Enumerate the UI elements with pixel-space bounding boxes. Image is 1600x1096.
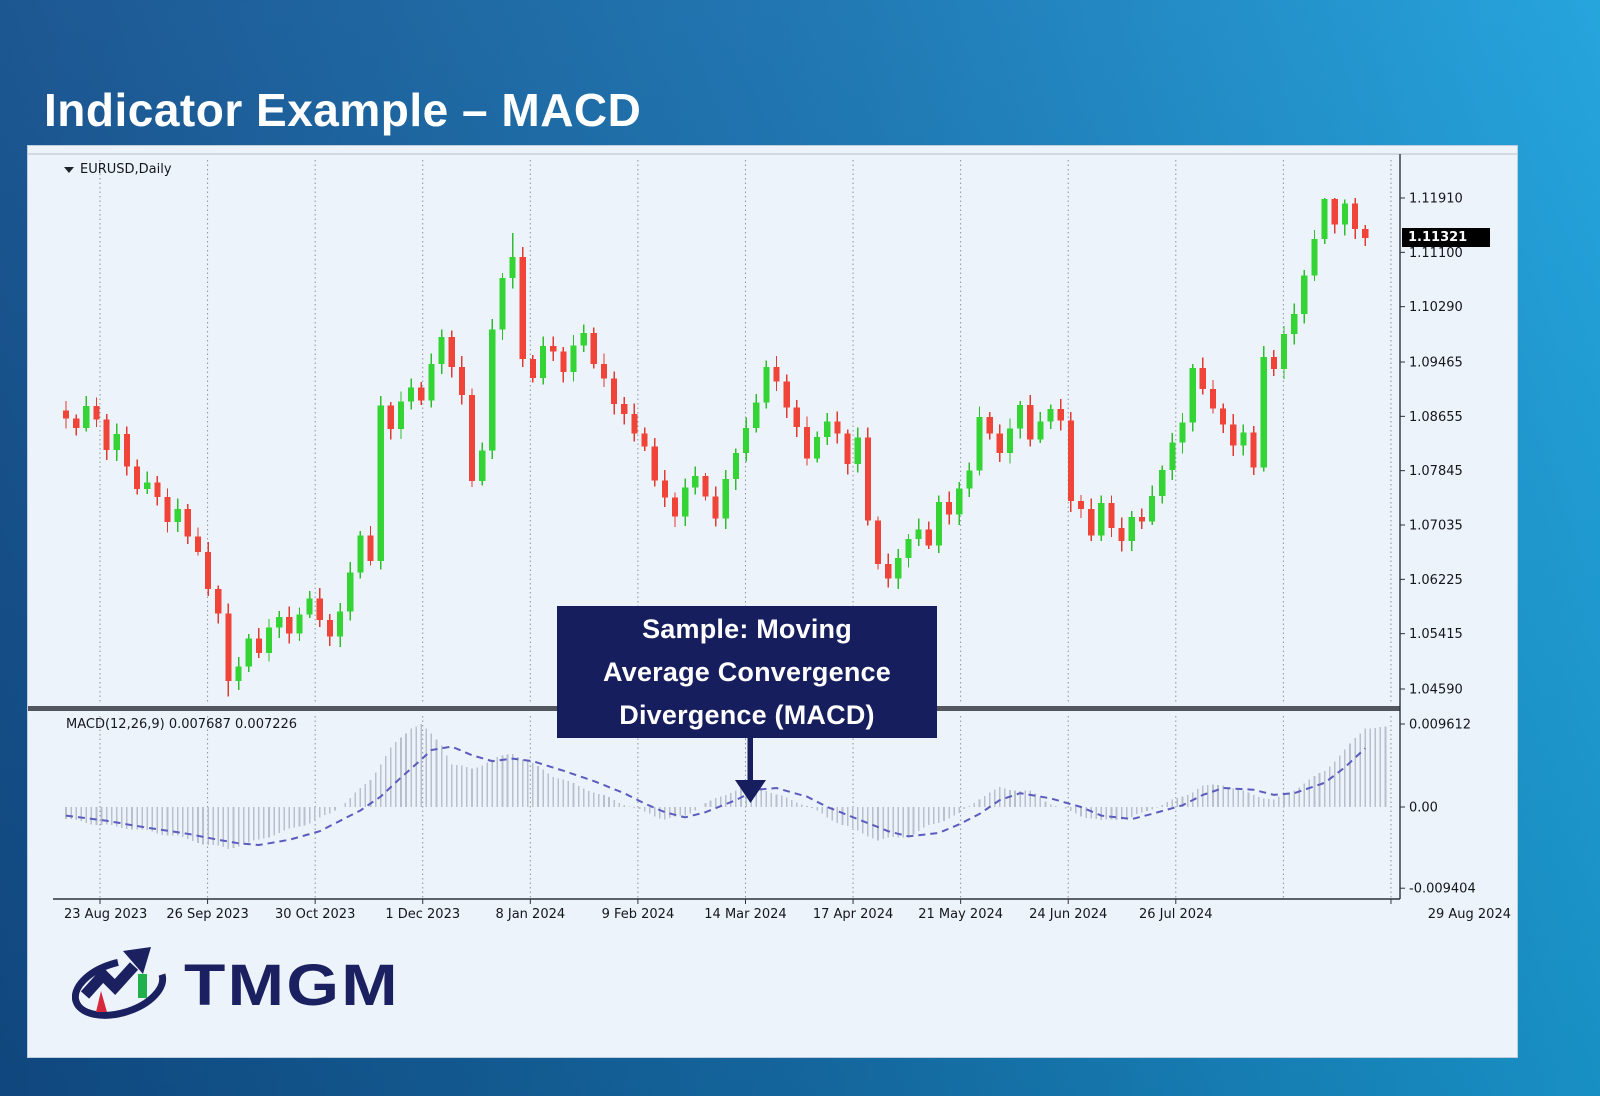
svg-text:1.11100: 1.11100 (1409, 246, 1463, 261)
svg-text:1.10290: 1.10290 (1409, 300, 1463, 315)
symbol-label[interactable]: EURUSD,Daily (64, 162, 172, 177)
symbol-label-text: EURUSD,Daily (80, 162, 172, 177)
svg-text:29 Aug 2024: 29 Aug 2024 (1428, 907, 1511, 922)
current-price-badge: 1.11321 (1402, 228, 1490, 247)
svg-text:1.04590: 1.04590 (1409, 683, 1463, 698)
callout-line-1: Sample: Moving (642, 613, 852, 644)
svg-text:1.07845: 1.07845 (1409, 464, 1463, 479)
svg-text:9 Feb 2024: 9 Feb 2024 (602, 907, 675, 922)
svg-text:1.08655: 1.08655 (1409, 410, 1463, 425)
time-axis[interactable]: 23 Aug 2023 26 Sep 2023 30 Oct 2023 1 Dec 2… (64, 899, 1511, 922)
logo-red-candle-icon (96, 991, 107, 1012)
svg-text:17 Apr 2024: 17 Apr 2024 (813, 907, 893, 922)
svg-text:1.11910: 1.11910 (1409, 192, 1463, 207)
chevron-down-icon[interactable] (64, 166, 74, 173)
macd-signal-line (65, 745, 1366, 847)
callout-arrow-icon (735, 738, 766, 803)
svg-text:21 May 2024: 21 May 2024 (918, 907, 1003, 922)
macd-callout-box: Sample: Moving Average Convergence Diver… (557, 606, 937, 738)
macd-indicator-label: MACD(12,26,9) 0.007687 0.007226 (66, 717, 298, 732)
svg-text:23 Aug 2023: 23 Aug 2023 (64, 907, 147, 922)
svg-text:0.009612: 0.009612 (1409, 718, 1471, 733)
svg-text:14 Mar 2024: 14 Mar 2024 (704, 907, 786, 922)
tmgm-logo: TMGM (72, 947, 400, 1019)
logo-green-candle-icon (138, 974, 147, 998)
tmgm-logo-mark (72, 947, 167, 1019)
page-title: Indicator Example – MACD (44, 83, 642, 136)
svg-text:1.09465: 1.09465 (1409, 356, 1463, 371)
logo-arrow-icon (80, 962, 139, 999)
callout-line-2: Average Convergence (603, 656, 891, 687)
price-axis[interactable]: 1.11910 1.11100 1.10290 1.09465 1.08655 1.078… (1400, 192, 1476, 897)
gridlines (99, 160, 1392, 899)
macd-histogram (65, 724, 1387, 849)
logo-text: TMGM (184, 953, 400, 1018)
svg-text:30 Oct 2023: 30 Oct 2023 (275, 907, 355, 922)
svg-text:1.05415: 1.05415 (1409, 627, 1463, 642)
svg-text:1.06225: 1.06225 (1409, 573, 1463, 588)
svg-text:26 Jul 2024: 26 Jul 2024 (1139, 907, 1213, 922)
logo-arrowhead-icon (123, 947, 151, 974)
svg-text:0.00: 0.00 (1409, 801, 1438, 816)
candlestick-series (62, 198, 1369, 697)
svg-text:26 Sep 2023: 26 Sep 2023 (166, 907, 248, 922)
svg-text:1 Dec 2023: 1 Dec 2023 (385, 907, 460, 922)
price-chart[interactable]: 1.11910 1.11100 1.10290 1.09465 1.08655 1.078… (28, 146, 1517, 1057)
callout-line-3: Divergence (MACD) (619, 699, 875, 730)
svg-text:8 Jan 2024: 8 Jan 2024 (495, 907, 565, 922)
svg-text:1.07035: 1.07035 (1409, 518, 1463, 533)
svg-text:-0.009404: -0.009404 (1409, 882, 1476, 897)
svg-text:24 Jun 2024: 24 Jun 2024 (1029, 907, 1107, 922)
chart-panel: 1.11910 1.11100 1.10290 1.09465 1.08655 1.078… (27, 145, 1518, 1058)
